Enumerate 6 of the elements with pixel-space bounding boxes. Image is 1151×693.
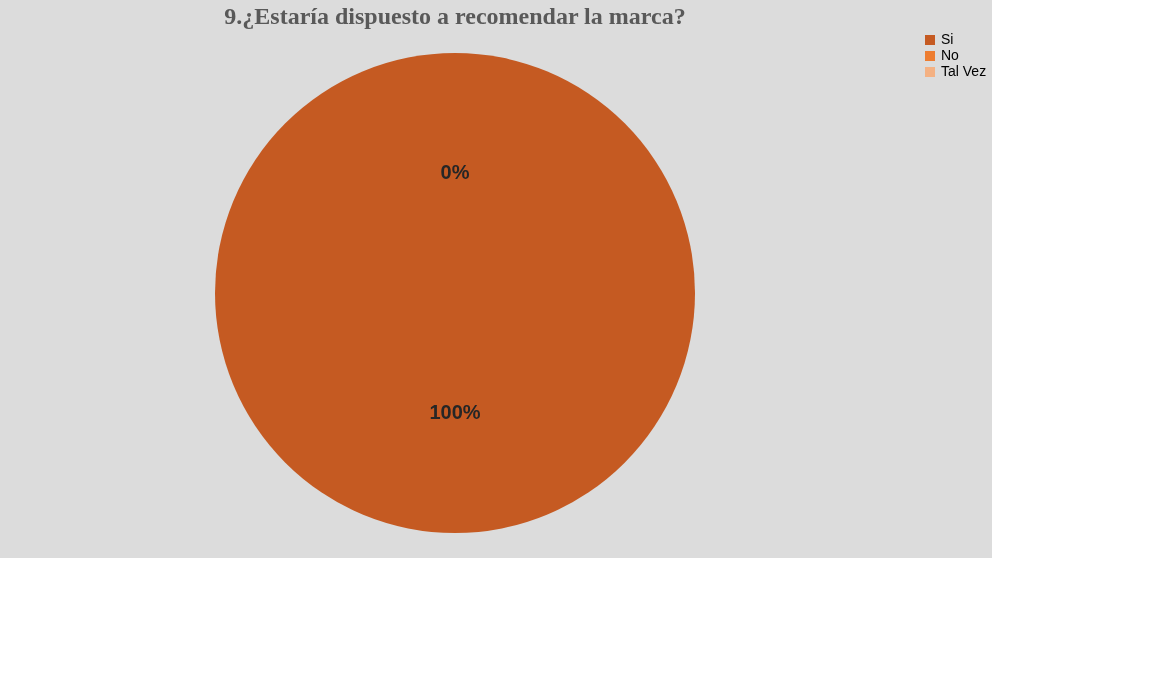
- legend-label: Si: [941, 31, 954, 47]
- legend-label: No: [941, 47, 960, 63]
- legend-label: Tal Vez: [941, 63, 987, 79]
- text: 0%: [440, 161, 470, 183]
- chart-title: 9.¿Estaría dispuesto a recomendar la marca?: [224, 3, 686, 29]
- data-label: 100%: [429, 401, 481, 423]
